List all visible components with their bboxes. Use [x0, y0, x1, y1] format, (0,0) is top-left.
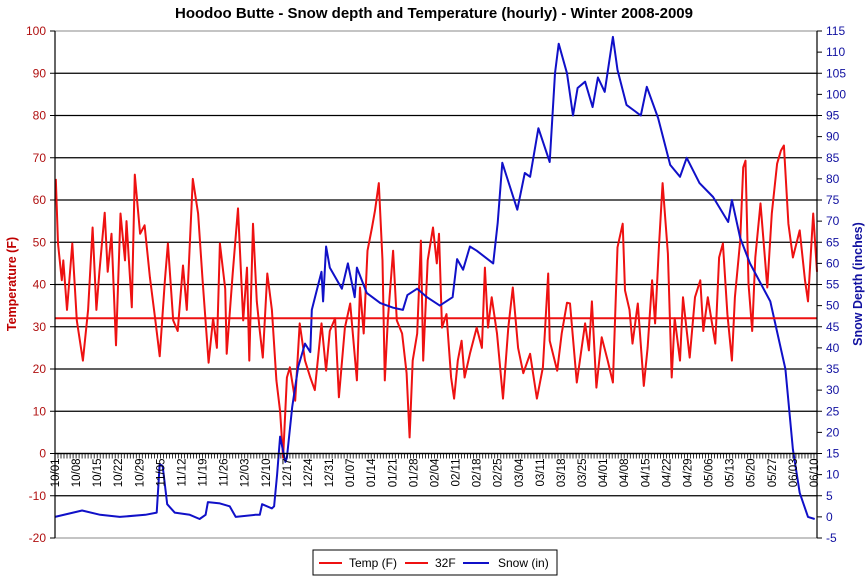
left-axis-tick-label: 70: [33, 151, 47, 165]
right-axis-tick-label: 80: [826, 172, 840, 186]
left-axis-title: Temperature (F): [5, 237, 19, 331]
right-axis-tick-label: 95: [826, 109, 840, 123]
right-axis-tick-label: 15: [826, 447, 840, 461]
legend-label-temp: Temp (F): [349, 556, 397, 570]
legend: Temp (F) 32F Snow (in): [312, 549, 558, 576]
right-axis-tick-label: 20: [826, 425, 840, 439]
x-axis-tick-label: 12/03: [240, 459, 252, 488]
left-axis-tick-label: 100: [26, 24, 46, 38]
left-axis-tick-label: 30: [33, 320, 47, 334]
x-axis-tick-label: 02/18: [472, 459, 484, 488]
right-axis-tick-label: 45: [826, 320, 840, 334]
x-axis-tick-label: 12/31: [324, 459, 336, 488]
right-axis-tick-label: 85: [826, 151, 840, 165]
x-axis-daily-ticks: [54, 453, 818, 459]
x-axis-tick-label: 01/14: [366, 458, 378, 487]
left-axis-tick-label: 60: [33, 193, 47, 207]
right-axis-tick-label: 5: [826, 489, 833, 503]
x-axis-tick-label: 02/04: [429, 458, 441, 487]
x-axis-tick-label: 02/11: [451, 459, 463, 487]
right-axis-tick-label: 100: [826, 87, 846, 101]
right-axis-tick-label: 60: [826, 256, 840, 270]
x-axis-tick-label: 11/05: [155, 459, 167, 487]
right-axis-tick-label: -5: [826, 531, 837, 545]
left-axis-tick-label: -20: [29, 531, 47, 545]
right-axis-tick-label: 70: [826, 214, 840, 228]
x-axis-tick-label: 12/17: [282, 459, 294, 488]
left-axis-tick-label: 40: [33, 278, 47, 292]
left-axis-tick-label: 80: [33, 109, 47, 123]
right-axis-tick-label: 90: [826, 130, 840, 144]
x-axis-tick-label: 11/12: [176, 459, 188, 487]
x-axis-tick-label: 05/20: [746, 459, 758, 488]
x-axis-tick-label: 06/10: [809, 459, 821, 488]
right-axis-tick-label: 30: [826, 383, 840, 397]
x-axis-tick-label: 12/10: [261, 459, 273, 488]
chart-title: Hoodoo Butte - Snow depth and Temperatur…: [175, 5, 693, 22]
legend-label-snow: Snow (in): [498, 556, 549, 570]
x-axis-tick-label: 10/01: [50, 459, 62, 488]
x-axis-tick-label: 04/01: [598, 459, 610, 488]
right-axis-tick-label: 0: [826, 510, 833, 524]
right-axis-tick-label: 40: [826, 341, 840, 355]
gridlines: [55, 30, 817, 539]
right-axis-tick-label: 115: [826, 24, 845, 38]
left-axis-tick-label: 90: [33, 66, 47, 80]
x-axis-tick-label: 04/22: [661, 459, 673, 488]
x-axis-tick-label: 01/07: [345, 459, 357, 488]
x-axis-tick-label: 01/28: [408, 459, 420, 488]
legend-box: [312, 549, 558, 576]
left-axis-tick-label: -10: [29, 489, 47, 503]
x-axis-tick-label: 03/11: [535, 459, 547, 487]
right-axis-tick-label: 25: [826, 404, 840, 418]
right-axis-title: Snow Depth (inches): [851, 222, 865, 346]
x-axis-tick-label: 05/06: [704, 459, 716, 488]
x-axis-tick-label: 02/25: [493, 459, 505, 488]
x-axis-tick-label: 03/25: [577, 459, 589, 488]
right-axis-tick-label: 75: [826, 193, 840, 207]
right-axis-tick-label: 55: [826, 278, 840, 292]
x-axis-tick-label: 10/15: [92, 459, 104, 488]
x-axis-tick-label: 11/26: [219, 459, 231, 487]
legend-label-32f: 32F: [435, 556, 456, 570]
axes: -20 -10 0 10 20 30 40 50 60 70 80 90 100 -5 0 5 10 15 20 25…: [26, 24, 846, 545]
x-axis-tick-label: 04/08: [619, 459, 631, 488]
x-axis-tick-label: 10/29: [134, 459, 146, 488]
x-axis-tick-label: 03/18: [556, 459, 568, 488]
right-axis-tick-label: 35: [826, 362, 840, 376]
x-axis-tick-label: 04/29: [682, 459, 694, 488]
left-axis-tick-label: 10: [33, 404, 47, 418]
right-axis-tick-label: 105: [826, 66, 846, 80]
x-axis-tick-label: 10/08: [71, 459, 83, 488]
right-axis-tick-label: 110: [826, 45, 845, 59]
x-axis-tick-label: 05/27: [767, 459, 779, 488]
right-axis-tick-label: 50: [826, 299, 840, 313]
left-axis-tick-label: 0: [39, 447, 46, 461]
x-axis-tick-label: 11/19: [198, 459, 210, 487]
x-axis-tick-label: 10/22: [113, 459, 125, 488]
left-axis-tick-label: 20: [33, 362, 47, 376]
x-axis-tick-label: 06/03: [788, 459, 800, 488]
series-group: [54, 35, 818, 520]
left-axis-tick-label: 50: [33, 235, 47, 249]
right-axis-tick-label: 65: [826, 235, 840, 249]
x-axis-tick-label: 03/04: [514, 458, 526, 487]
x-axis-tick-label: 01/21: [387, 459, 399, 488]
right-axis-tick-label: 10: [826, 468, 840, 482]
temperature-series-line: [54, 144, 818, 459]
snow-depth-series-line: [54, 35, 815, 520]
x-axis-tick-label: 12/24: [303, 458, 315, 487]
x-axis-tick-label: 04/15: [640, 459, 652, 488]
x-axis-tick-label: 05/13: [725, 459, 737, 488]
